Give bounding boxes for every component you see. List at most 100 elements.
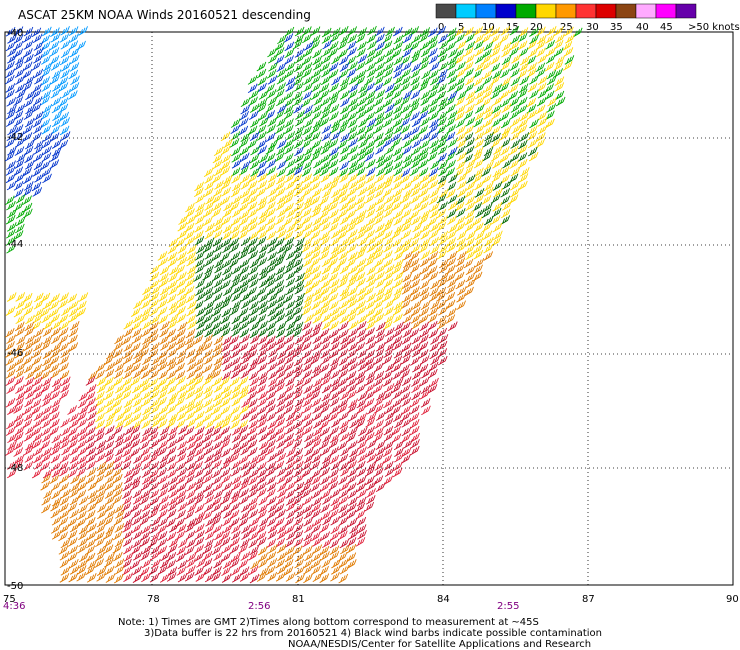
wind-barb [474, 180, 484, 191]
wind-barb [544, 90, 555, 101]
wind-barb [375, 145, 385, 155]
wind-barb [186, 306, 197, 317]
wind-barb [328, 272, 339, 282]
wind-barb [429, 342, 440, 352]
wind-barb [483, 41, 494, 52]
wind-barb [141, 544, 152, 555]
wind-barb [274, 257, 284, 267]
wind-barb [97, 482, 107, 493]
wind-barb [238, 229, 249, 240]
wind-barb [339, 509, 349, 519]
wind-barb [194, 468, 205, 478]
wind-barb [330, 501, 341, 512]
wind-barb [374, 426, 384, 437]
wind-barb [42, 61, 53, 72]
wind-barb [249, 293, 259, 303]
wind-barb [229, 335, 239, 345]
wind-barb [310, 531, 321, 542]
wind-barb [6, 200, 16, 211]
wind-barb [176, 313, 187, 324]
wind-barb [303, 545, 313, 555]
wind-barb [382, 370, 393, 380]
wind-barb [340, 272, 350, 282]
wind-barb [247, 502, 258, 513]
wind-barb [184, 340, 195, 351]
wind-barb [202, 412, 213, 423]
wind-barb [321, 412, 331, 423]
wind-barb [284, 418, 295, 428]
wind-barb [115, 419, 125, 429]
wind-barb [329, 90, 340, 100]
wind-barb [357, 530, 367, 540]
wind-barb [320, 426, 331, 437]
wind-barb [364, 82, 375, 93]
wind-barb [247, 432, 258, 443]
wind-barb [384, 47, 395, 58]
wind-barb [355, 509, 366, 520]
wind-barb [41, 152, 52, 162]
wind-barb [115, 412, 125, 422]
wind-barb [419, 389, 430, 400]
wind-barb [355, 375, 366, 386]
wind-barb [320, 349, 331, 359]
wind-barb [303, 509, 314, 520]
wind-barb [167, 544, 178, 554]
wind-barb [302, 397, 313, 408]
wind-barb [301, 412, 312, 423]
wind-barb [438, 61, 449, 72]
wind-barb [166, 356, 177, 367]
wind-barb [394, 418, 404, 429]
wind-barb [392, 397, 403, 408]
wind-barb [446, 68, 457, 79]
wind-barb [302, 299, 313, 309]
wind-barb [177, 292, 188, 302]
wind-barb [465, 250, 476, 260]
wind-barb [238, 517, 249, 527]
wind-barb [337, 404, 348, 414]
wind-barb [231, 481, 242, 491]
wind-speed-colorbar: 0 5 10 15 20 25 30 35 40 45 >50 knots [435, 3, 740, 33]
longitude-label: 81 [292, 594, 305, 605]
wind-barb [14, 146, 25, 156]
wind-barb [15, 103, 26, 114]
wind-barb [285, 312, 295, 323]
wind-barb [535, 68, 546, 78]
wind-barb [204, 426, 215, 436]
wind-barb [131, 362, 141, 373]
wind-barb [86, 426, 96, 437]
wind-barb [320, 551, 330, 561]
wind-barb [258, 305, 269, 316]
wind-barb [159, 320, 170, 331]
wind-barb [366, 488, 376, 498]
wind-barb [356, 475, 367, 486]
wind-barb [277, 349, 287, 360]
wind-barb [96, 488, 107, 499]
wind-barb [412, 230, 422, 240]
wind-barb [492, 222, 503, 233]
wind-barb [436, 124, 447, 135]
wind-barb [157, 446, 168, 457]
wind-barb [247, 390, 257, 401]
wind-barb [124, 362, 134, 373]
wind-barb [5, 341, 15, 351]
wind-barb [367, 236, 377, 246]
wind-barb [220, 195, 231, 206]
wind-barb [337, 440, 348, 451]
wind-barb [33, 292, 44, 303]
wind-barb [248, 538, 259, 548]
wind-barb [339, 90, 350, 100]
wind-barb [141, 572, 151, 583]
wind-barb [256, 384, 267, 394]
wind-barb [364, 131, 375, 142]
wind-barb [375, 159, 386, 169]
wind-barb [258, 300, 268, 310]
wind-barb [221, 384, 232, 395]
wind-barb [355, 195, 366, 205]
wind-barb [284, 552, 295, 563]
wind-barb [446, 208, 457, 219]
wind-barb [293, 209, 303, 220]
wind-barb [13, 440, 24, 451]
wind-barb [222, 258, 233, 269]
wind-barb [420, 40, 431, 51]
wind-barb [400, 264, 411, 274]
